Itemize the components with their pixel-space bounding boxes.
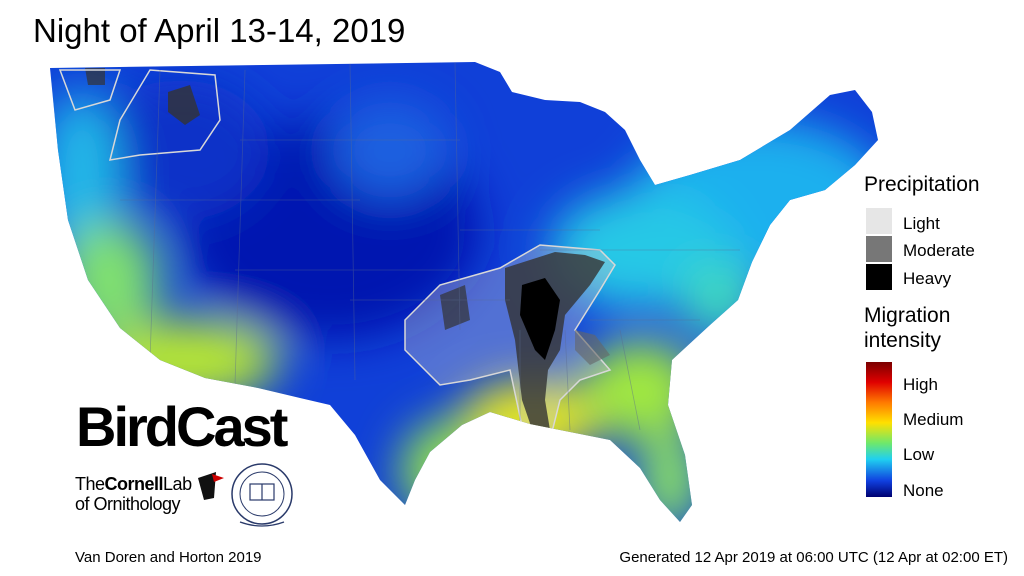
swatch-light: [866, 208, 892, 234]
swatch-heavy: [866, 264, 892, 290]
cornell-bird: [198, 472, 224, 500]
legend-label: Moderate: [903, 241, 975, 260]
legend-label: Light: [903, 214, 940, 233]
oxford-seal: [231, 463, 293, 527]
logo-text: Cornell: [104, 474, 164, 494]
legend-label: Medium: [903, 410, 964, 429]
precip-swatches: [866, 208, 892, 290]
birdcast-logo: BirdCast: [76, 395, 288, 458]
legend-label: High: [903, 375, 938, 394]
precip-legend-title: Precipitation: [864, 173, 980, 196]
map-surface: [50, 62, 878, 522]
logo-text: Lab: [163, 474, 192, 494]
cornell-logo: TheCornellLab: [75, 474, 192, 495]
state-borders: [120, 62, 740, 431]
legend-label: Low: [903, 445, 935, 464]
credit: Van Doren and Horton 2019: [75, 549, 262, 566]
generated-time: Generated 12 Apr 2019 at 06:00 UTC (12 A…: [619, 549, 1008, 566]
precipitation-overlay: [58, 68, 616, 441]
migration-legend-title: Migration intensity: [864, 304, 951, 352]
map-title: Night of April 13-14, 2019: [33, 12, 406, 49]
cornell-logo-line2: of Ornithology: [75, 494, 181, 514]
logo-text: The: [75, 474, 105, 494]
legend-label: None: [903, 481, 944, 500]
legend-label: Heavy: [903, 269, 952, 288]
swatch-moderate: [866, 236, 892, 262]
intensity-colorbar: [866, 362, 892, 497]
